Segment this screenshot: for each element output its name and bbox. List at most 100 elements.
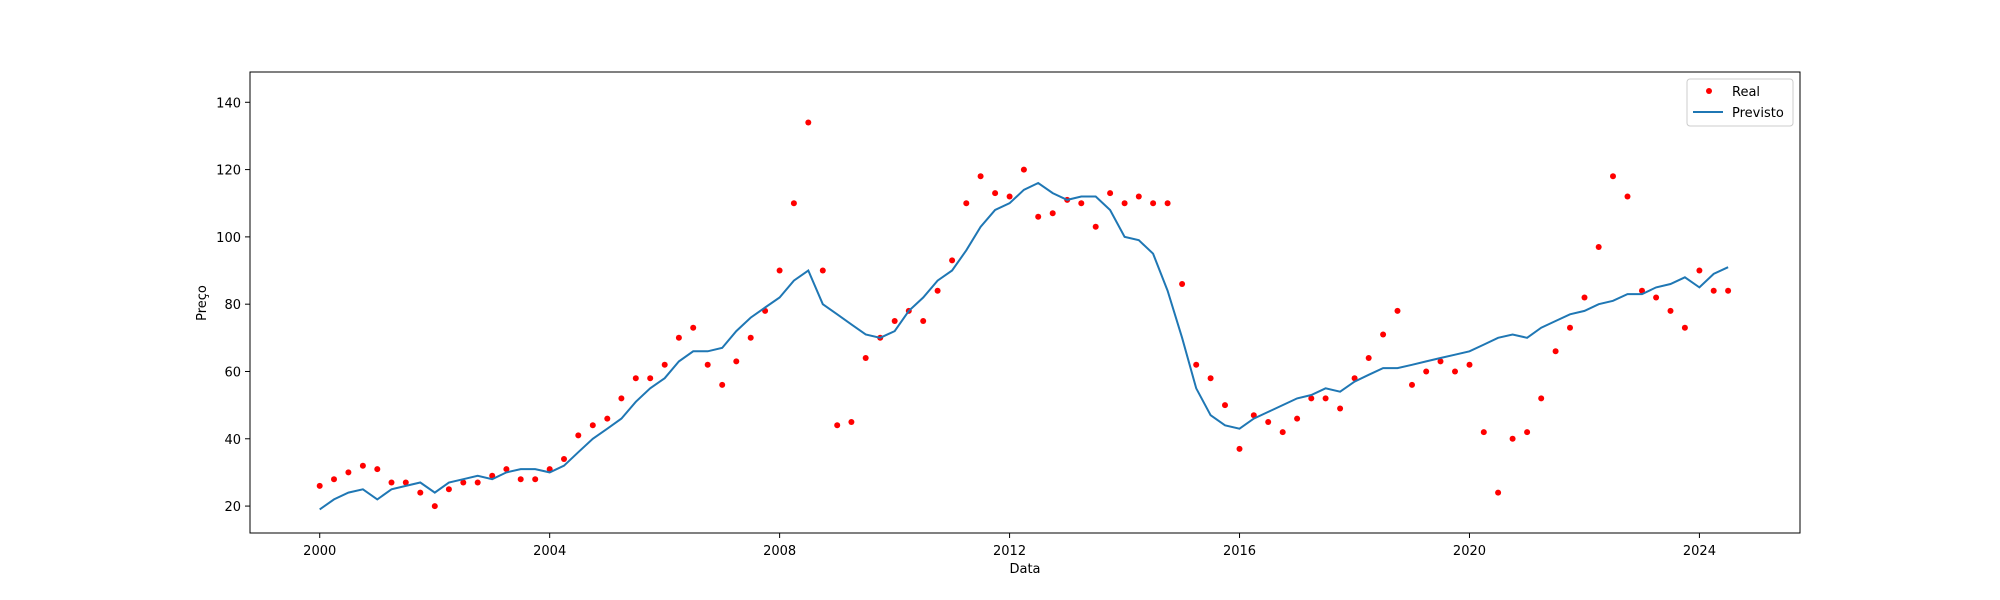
- real-point: [790, 200, 797, 207]
- real-point: [532, 476, 539, 483]
- y-axis-label: Preço: [195, 285, 210, 321]
- legend-box: [1686, 78, 1794, 127]
- x-tick-label: 2004: [533, 544, 566, 559]
- real-point: [1222, 402, 1228, 409]
- real-point: [1107, 190, 1114, 197]
- y-tick-label: 140: [216, 96, 241, 111]
- real-point: [690, 324, 697, 331]
- real-point: [1423, 368, 1430, 375]
- real-point: [1150, 200, 1157, 207]
- real-point: [1236, 445, 1243, 452]
- y-tick-label: 100: [216, 231, 241, 246]
- real-point: [848, 419, 855, 425]
- real-point: [1164, 200, 1171, 207]
- real-point: [675, 334, 682, 341]
- real-point: [747, 334, 754, 341]
- real-point: [1135, 193, 1142, 200]
- real-point: [359, 462, 366, 469]
- real-point: [374, 466, 381, 473]
- real-point: [402, 479, 409, 486]
- real-point: [1294, 415, 1301, 422]
- real-point: [1480, 429, 1487, 436]
- real-point: [1437, 358, 1444, 365]
- real-point: [1035, 213, 1042, 220]
- real-point: [1466, 361, 1473, 368]
- x-tick-label: 2016: [1223, 544, 1256, 559]
- real-point: [1092, 223, 1099, 230]
- real-point: [1567, 324, 1573, 331]
- real-point: [733, 358, 740, 365]
- real-point: [632, 375, 639, 382]
- real-point: [719, 381, 726, 388]
- real-point: [862, 355, 869, 361]
- real-point: [345, 469, 352, 476]
- real-point: [1308, 395, 1315, 402]
- real-point: [445, 486, 452, 493]
- real-point: [517, 476, 524, 483]
- real-point: [1193, 361, 1200, 368]
- real-point: [618, 395, 625, 402]
- y-axis: 20 40 60 80 100 120 140: [216, 96, 250, 515]
- y-tick-label: 60: [224, 365, 241, 380]
- x-tick-label: 2000: [303, 544, 336, 559]
- real-point: [1509, 435, 1516, 442]
- y-tick-label: 80: [224, 298, 241, 313]
- previsto-line: [319, 181, 1729, 511]
- real-point: [1595, 244, 1602, 250]
- x-tick-label: 2012: [993, 544, 1026, 559]
- real-point: [1639, 287, 1645, 294]
- real-point: [1250, 412, 1257, 419]
- real-point: [1380, 331, 1387, 338]
- plot-frame: [249, 71, 1801, 534]
- real-point: [1179, 281, 1186, 287]
- real-point: [1006, 193, 1013, 200]
- real-point: [474, 479, 481, 486]
- real-point: [1078, 200, 1085, 207]
- real-point: [1337, 405, 1344, 412]
- real-point: [977, 173, 984, 180]
- y-tick-label: 20: [224, 500, 241, 515]
- real-point: [1581, 294, 1588, 301]
- legend-real-marker: [1706, 88, 1712, 94]
- real-point: [891, 318, 898, 324]
- real-point: [819, 267, 826, 274]
- real-point: [1653, 294, 1660, 301]
- legend-previsto-label: Previsto: [1732, 106, 1784, 121]
- x-tick-label: 2020: [1453, 544, 1486, 559]
- real-point: [1207, 375, 1214, 382]
- real-point: [1322, 395, 1329, 402]
- real-point: [1495, 489, 1502, 496]
- real-point: [503, 466, 510, 473]
- real-point: [1524, 429, 1531, 436]
- real-point: [1681, 324, 1688, 331]
- real-point: [949, 257, 956, 264]
- real-point: [417, 489, 424, 496]
- real-point: [1365, 355, 1372, 361]
- real-point: [561, 456, 567, 462]
- real-point: [1020, 166, 1027, 173]
- real-point: [661, 361, 668, 368]
- x-axis: 2000 2004 2008 2012 2016 2020 2024: [303, 533, 1716, 559]
- real-point: [1538, 395, 1545, 402]
- real-point: [1725, 287, 1732, 294]
- real-point: [316, 482, 323, 489]
- y-tick-label: 120: [216, 164, 241, 179]
- real-point: [604, 415, 611, 422]
- real-point: [1265, 419, 1272, 425]
- real-point: [1610, 173, 1616, 180]
- real-point: [647, 375, 654, 382]
- x-tick-label: 2008: [763, 544, 796, 559]
- real-point: [489, 472, 496, 479]
- real-point: [589, 422, 596, 429]
- real-point: [1552, 348, 1559, 355]
- real-series: [316, 119, 1732, 510]
- real-point: [575, 432, 582, 439]
- real-point: [431, 503, 438, 510]
- real-point: [1394, 307, 1401, 314]
- real-point: [920, 318, 927, 324]
- real-point: [1049, 210, 1056, 217]
- real-point: [1624, 193, 1631, 200]
- real-point: [1351, 375, 1358, 382]
- real-point: [805, 119, 812, 126]
